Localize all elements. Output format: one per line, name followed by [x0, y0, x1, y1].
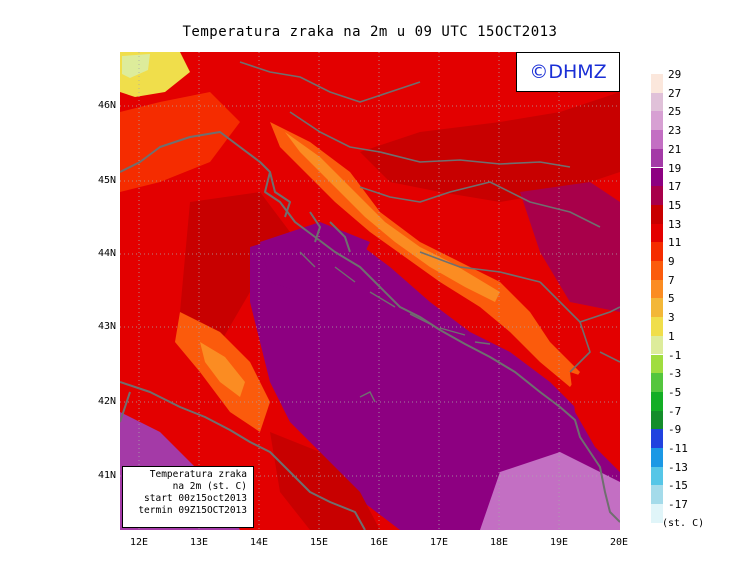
- legend-swatch: [651, 410, 663, 430]
- country-borders: [239, 61, 620, 373]
- warm-patch-northwest: [120, 92, 240, 192]
- legend-label: -13: [668, 460, 688, 474]
- lat-label-46n: 46N: [97, 100, 116, 111]
- legend-swatch: [651, 373, 663, 392]
- italy-heel-land: [270, 432, 380, 530]
- legend-swatch: [651, 204, 663, 224]
- info-line-1: Temperatura zraka: [149, 469, 247, 480]
- info-box: Temperatura zraka na 2m (st. C) start 00…: [122, 466, 254, 528]
- legend-label: -17: [668, 498, 688, 512]
- legend-swatch: [651, 148, 663, 168]
- legend-swatch: [651, 317, 663, 336]
- legend-label: -3: [668, 367, 682, 381]
- legend-swatch: [651, 223, 663, 243]
- coastlines: [120, 131, 620, 530]
- legend-swatch: [651, 354, 663, 374]
- lon-label-13e: 13E: [189, 537, 209, 548]
- dinaric-light-band: [285, 132, 500, 302]
- legend-label: 1: [668, 329, 675, 343]
- map-canvas: [120, 52, 620, 530]
- legend-label: 5: [668, 292, 675, 306]
- lon-label-14e: 14E: [249, 537, 269, 548]
- lon-label-20e: 20E: [609, 537, 629, 548]
- legend-swatch: [651, 335, 663, 355]
- lon-label-15e: 15E: [309, 537, 329, 548]
- legend-swatch: [651, 485, 663, 505]
- info-line-4: termin 09Z15OCT2013: [138, 505, 247, 516]
- legend-label: 7: [668, 273, 675, 287]
- legend-swatch: [651, 466, 663, 486]
- legend-label: 25: [668, 105, 682, 119]
- legend-swatch: [651, 74, 663, 93]
- lon-label-19e: 19E: [549, 537, 569, 548]
- dhmz-logo: ©DHMZ: [516, 52, 620, 92]
- lon-label-16e: 16E: [369, 537, 389, 548]
- lon-label-12e: 12E: [129, 537, 149, 548]
- dark-red-italy-center: [180, 192, 290, 352]
- albania-coast-land: [570, 372, 620, 472]
- legend-label: 23: [668, 124, 682, 138]
- legend-label: 29: [668, 68, 682, 81]
- legend-units: (st. C): [662, 518, 705, 529]
- dark-red-interior-north: [360, 92, 620, 202]
- legend-label: -11: [668, 442, 688, 455]
- legend-label: -5: [668, 385, 682, 399]
- cold-patch-alps-inner: [122, 54, 150, 78]
- map-title: Temperatura zraka na 2m u 09 UTC 15OCT20…: [182, 24, 558, 40]
- legend-label: 21: [668, 142, 682, 156]
- legend-label: 27: [668, 86, 682, 100]
- legend-label: 9: [668, 255, 675, 268]
- legend-label: -7: [668, 404, 682, 418]
- lat-label-45n: 45N: [97, 175, 116, 186]
- sea-central-lighter: [260, 222, 370, 292]
- adriatic-sea: [250, 232, 620, 530]
- lat-label-43n: 43N: [97, 321, 116, 332]
- graticule: [120, 52, 620, 530]
- legend-label: 11: [668, 236, 682, 250]
- temperature-map: [120, 52, 620, 530]
- dark-red-balkans: [520, 182, 620, 312]
- legend-label: -15: [668, 479, 688, 493]
- italy-light-spine: [200, 342, 245, 397]
- legend-label: -9: [668, 423, 682, 437]
- legend-swatch: [651, 130, 663, 149]
- legend-label: 19: [668, 161, 682, 175]
- lon-label-18e: 18E: [489, 537, 509, 548]
- lat-label-41n: 41N: [97, 470, 116, 481]
- legend-swatch: [651, 92, 663, 112]
- legend-swatch: [651, 448, 663, 467]
- legend-swatch: [651, 261, 663, 280]
- info-line-3: start 00z15oct2013: [144, 493, 247, 504]
- legend-swatch: [651, 391, 663, 411]
- legend-label: -1: [668, 348, 682, 362]
- legend-label: 3: [668, 311, 675, 325]
- islands: [299, 251, 491, 403]
- legend-swatch: [651, 111, 663, 131]
- legend-swatch: [651, 167, 663, 187]
- legend-label: 13: [668, 217, 682, 231]
- legend-swatch: [651, 429, 663, 448]
- legend-swatch: [651, 298, 663, 318]
- lat-label-44n: 44N: [97, 248, 116, 259]
- sea-south-lighter: [480, 452, 620, 530]
- legend-swatch: [651, 504, 663, 523]
- info-line-2: na 2m (st. C): [172, 481, 247, 492]
- lon-label-17e: 17E: [429, 537, 449, 548]
- legend-label: 15: [668, 198, 682, 212]
- lat-label-42n: 42N: [97, 396, 116, 407]
- legend-swatch: [651, 279, 663, 299]
- legend-label: 17: [668, 180, 682, 194]
- legend-swatch: [651, 242, 663, 261]
- legend-swatch: [651, 186, 663, 205]
